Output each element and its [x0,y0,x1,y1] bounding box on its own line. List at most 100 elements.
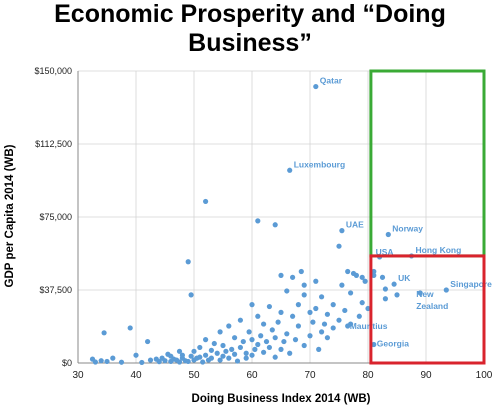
axes: 30 40 50 60 70 80 90 100 $0 $37,500 $75,000 $112,50… [34,66,492,381]
data-point-27 [185,259,191,265]
data-point-11 [147,357,154,363]
data-point-8 [133,352,139,358]
labeled-point-3 [385,231,391,238]
data-point-125 [382,286,388,292]
chart-title-line-1: Economic Prosperity and “Doing [54,0,446,28]
point-label-7: Singapore [450,279,492,289]
data-point-61 [249,352,255,358]
data-point-82 [284,331,290,337]
labeled-point-10 [371,341,377,348]
data-point-54 [237,344,243,351]
y-tick-label-1: $37,500 [39,285,72,295]
data-point-1 [92,359,98,365]
data-point-40 [208,355,214,361]
data-point-119 [362,278,368,284]
data-point-124 [382,296,388,302]
labeled-point-0 [313,83,319,90]
highlight-box-0 [369,69,486,258]
data-point-49 [226,323,232,329]
data-point-101 [319,294,325,300]
data-point-42 [214,350,220,356]
data-point-33 [197,344,203,351]
data-point-86 [290,274,296,280]
data-point-24 [179,352,185,358]
labeled-point-2 [339,228,345,234]
y-tick-label-3: $112,500 [35,139,72,149]
data-point-116 [356,313,362,319]
chart-title: Economic Prosperity and “Doing Business” [0,0,500,58]
data-point-115 [353,272,359,278]
data-point-113 [348,290,354,296]
data-point-118 [359,300,365,306]
data-point-93 [301,282,307,288]
data-point-34 [197,354,203,360]
data-point-62 [249,302,255,308]
point-label-3: Norway [392,224,423,234]
data-point-91 [301,342,307,349]
data-point-3 [104,358,110,365]
point-label-10: Georgia [377,339,409,349]
data-point-89 [295,323,301,329]
data-point-103 [324,311,330,317]
point-label-1: Luxembourg [294,159,345,169]
data-point-47 [223,348,229,354]
data-point-92 [301,292,307,298]
point-label-2: UAE [346,220,364,230]
data-point-96 [310,319,316,325]
data-point-60 [249,337,255,343]
x-tick-label-1: 40 [130,370,142,381]
data-point-13 [156,359,162,365]
data-point-6 [118,359,125,365]
data-point-10 [145,338,151,345]
data-point-70 [263,338,270,345]
data-point-52 [232,335,238,341]
gridlines [77,70,485,364]
data-point-53 [234,358,241,364]
data-point-36 [203,337,209,343]
data-point-106 [330,302,336,308]
data-point-64 [255,313,261,319]
labeled-point-1 [287,167,293,173]
data-point-5 [110,355,116,361]
y-tick-label-0: $0 [62,358,72,368]
data-point-108 [336,317,342,323]
data-point-7 [127,325,133,331]
data-point-50 [229,346,235,352]
highlight-boxes [369,69,486,365]
data-point-57 [243,350,249,356]
y-tick-label-4: $150,000 [34,66,72,76]
data-point-41 [211,340,217,347]
labeled-point-7 [443,287,449,293]
data-point-123 [379,274,386,280]
data-point-58 [243,355,249,361]
data-point-109 [339,282,345,288]
x-tick-label-0: 30 [72,370,84,381]
point-label-4: USA [376,247,394,257]
labeled-point-8 [417,290,423,296]
x-tick-label-5: 80 [362,370,374,381]
data-point-35 [200,359,206,365]
data-point-39 [208,347,214,353]
data-point-71 [266,303,272,310]
data-point-105 [330,325,336,331]
data-point-110 [342,307,348,314]
data-point-46 [220,342,226,349]
data-point-111 [345,268,351,275]
data-point-65 [255,341,261,348]
data-point-44 [217,357,223,363]
data-point-29 [188,353,194,359]
point-label-5: Hong Kong [416,245,462,255]
data-point-102 [321,321,328,327]
point-label-6: UK [398,273,411,283]
data-point-28 [188,292,194,298]
data-point-76 [272,222,278,228]
data-point-98 [313,305,319,312]
data-point-68 [261,349,267,355]
data-point-66 [255,218,261,224]
data-point-117 [359,274,365,280]
data-points [89,83,449,366]
point-label-9: Mauritius [350,321,388,331]
data-point-74 [272,335,278,341]
data-point-30 [191,348,197,354]
